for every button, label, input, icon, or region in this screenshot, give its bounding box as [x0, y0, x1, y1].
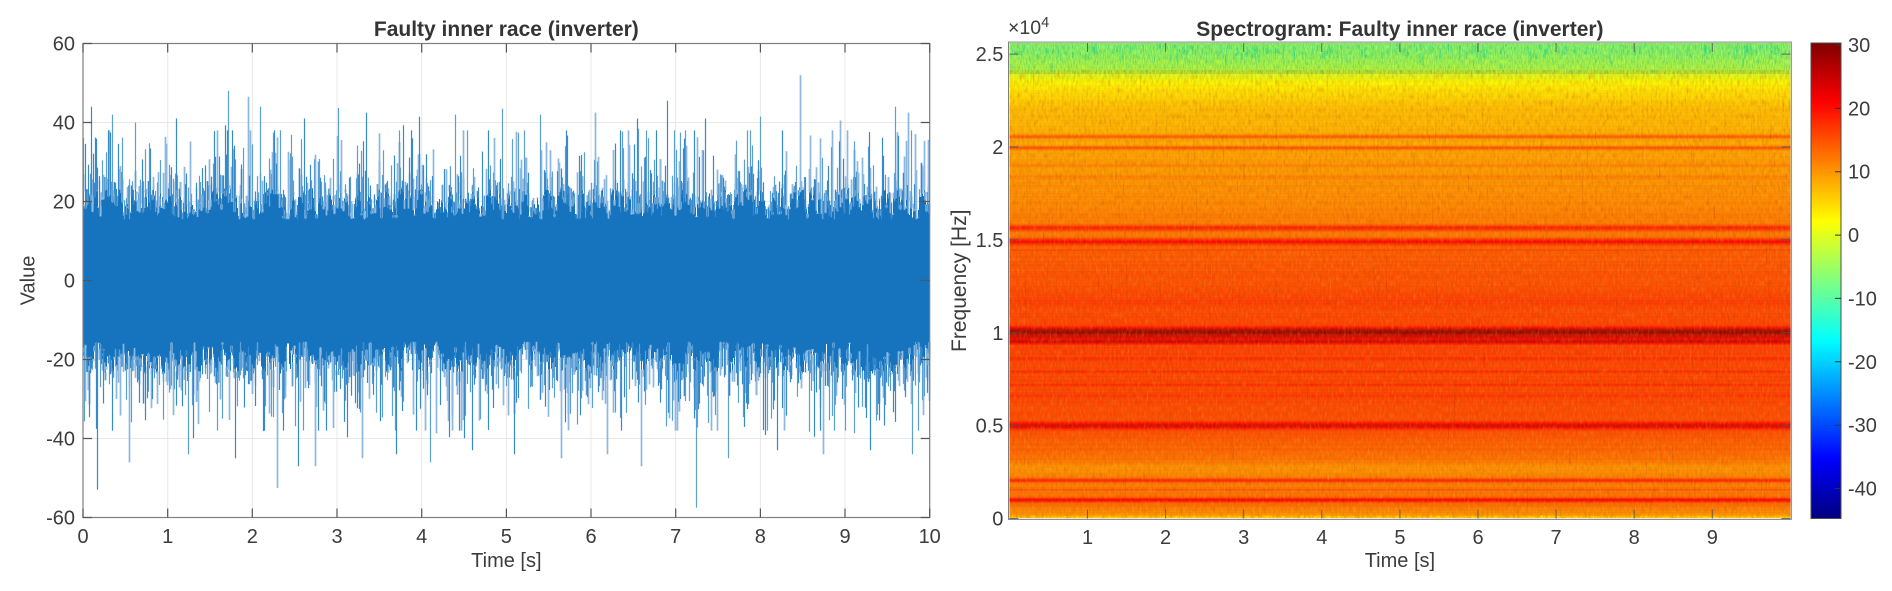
svg-text:0: 0	[1848, 225, 1859, 247]
svg-text:10: 10	[919, 526, 941, 548]
svg-text:2: 2	[992, 137, 1003, 159]
svg-text:-40: -40	[1848, 479, 1877, 501]
svg-text:1.5: 1.5	[976, 230, 1004, 252]
svg-text:6: 6	[585, 526, 596, 548]
svg-text:4: 4	[1316, 527, 1327, 549]
svg-text:Time [s]: Time [s]	[471, 550, 541, 572]
svg-text:Frequency [Hz]: Frequency [Hz]	[948, 210, 971, 352]
svg-text:20: 20	[1848, 98, 1870, 120]
svg-text:2: 2	[1160, 527, 1171, 549]
svg-text:30: 30	[1848, 35, 1870, 57]
svg-text:3: 3	[331, 526, 342, 548]
svg-text:2.5: 2.5	[976, 44, 1004, 66]
svg-text:2: 2	[247, 526, 258, 548]
svg-text:1: 1	[992, 323, 1003, 345]
svg-text:9: 9	[1707, 527, 1718, 549]
svg-text:1: 1	[162, 526, 173, 548]
svg-text:4: 4	[416, 526, 427, 548]
svg-text:Time [s]: Time [s]	[1365, 550, 1435, 572]
svg-text:-30: -30	[1848, 415, 1877, 437]
svg-text:10: 10	[1848, 162, 1870, 184]
svg-text:1: 1	[1082, 527, 1093, 549]
svg-text:Value: Value	[18, 256, 40, 306]
svg-text:-40: -40	[46, 429, 75, 451]
svg-text:-10: -10	[1848, 288, 1877, 310]
svg-text:5: 5	[1394, 527, 1405, 549]
svg-text:-20: -20	[1848, 352, 1877, 374]
svg-text:20: 20	[53, 192, 75, 214]
svg-text:-60: -60	[46, 508, 75, 530]
svg-text:9: 9	[839, 526, 850, 548]
svg-text:40: 40	[53, 113, 75, 135]
svg-text:0.5: 0.5	[976, 416, 1004, 438]
svg-text:-20: -20	[46, 350, 75, 372]
svg-text:Faulty inner race (inverter): Faulty inner race (inverter)	[374, 18, 639, 41]
svg-text:3: 3	[1238, 527, 1249, 549]
svg-text:60: 60	[53, 34, 75, 56]
svg-text:7: 7	[1551, 527, 1562, 549]
svg-text:0: 0	[992, 509, 1003, 531]
svg-text:0: 0	[64, 271, 75, 293]
svg-text:7: 7	[670, 526, 681, 548]
svg-text:8: 8	[755, 526, 766, 548]
svg-text:Spectrogram: Faulty inner race: Spectrogram: Faulty inner race (inverter…	[1196, 18, 1603, 41]
svg-text:5: 5	[501, 526, 512, 548]
svg-text:8: 8	[1629, 527, 1640, 549]
svg-text:0: 0	[77, 526, 88, 548]
svg-text:6: 6	[1472, 527, 1483, 549]
